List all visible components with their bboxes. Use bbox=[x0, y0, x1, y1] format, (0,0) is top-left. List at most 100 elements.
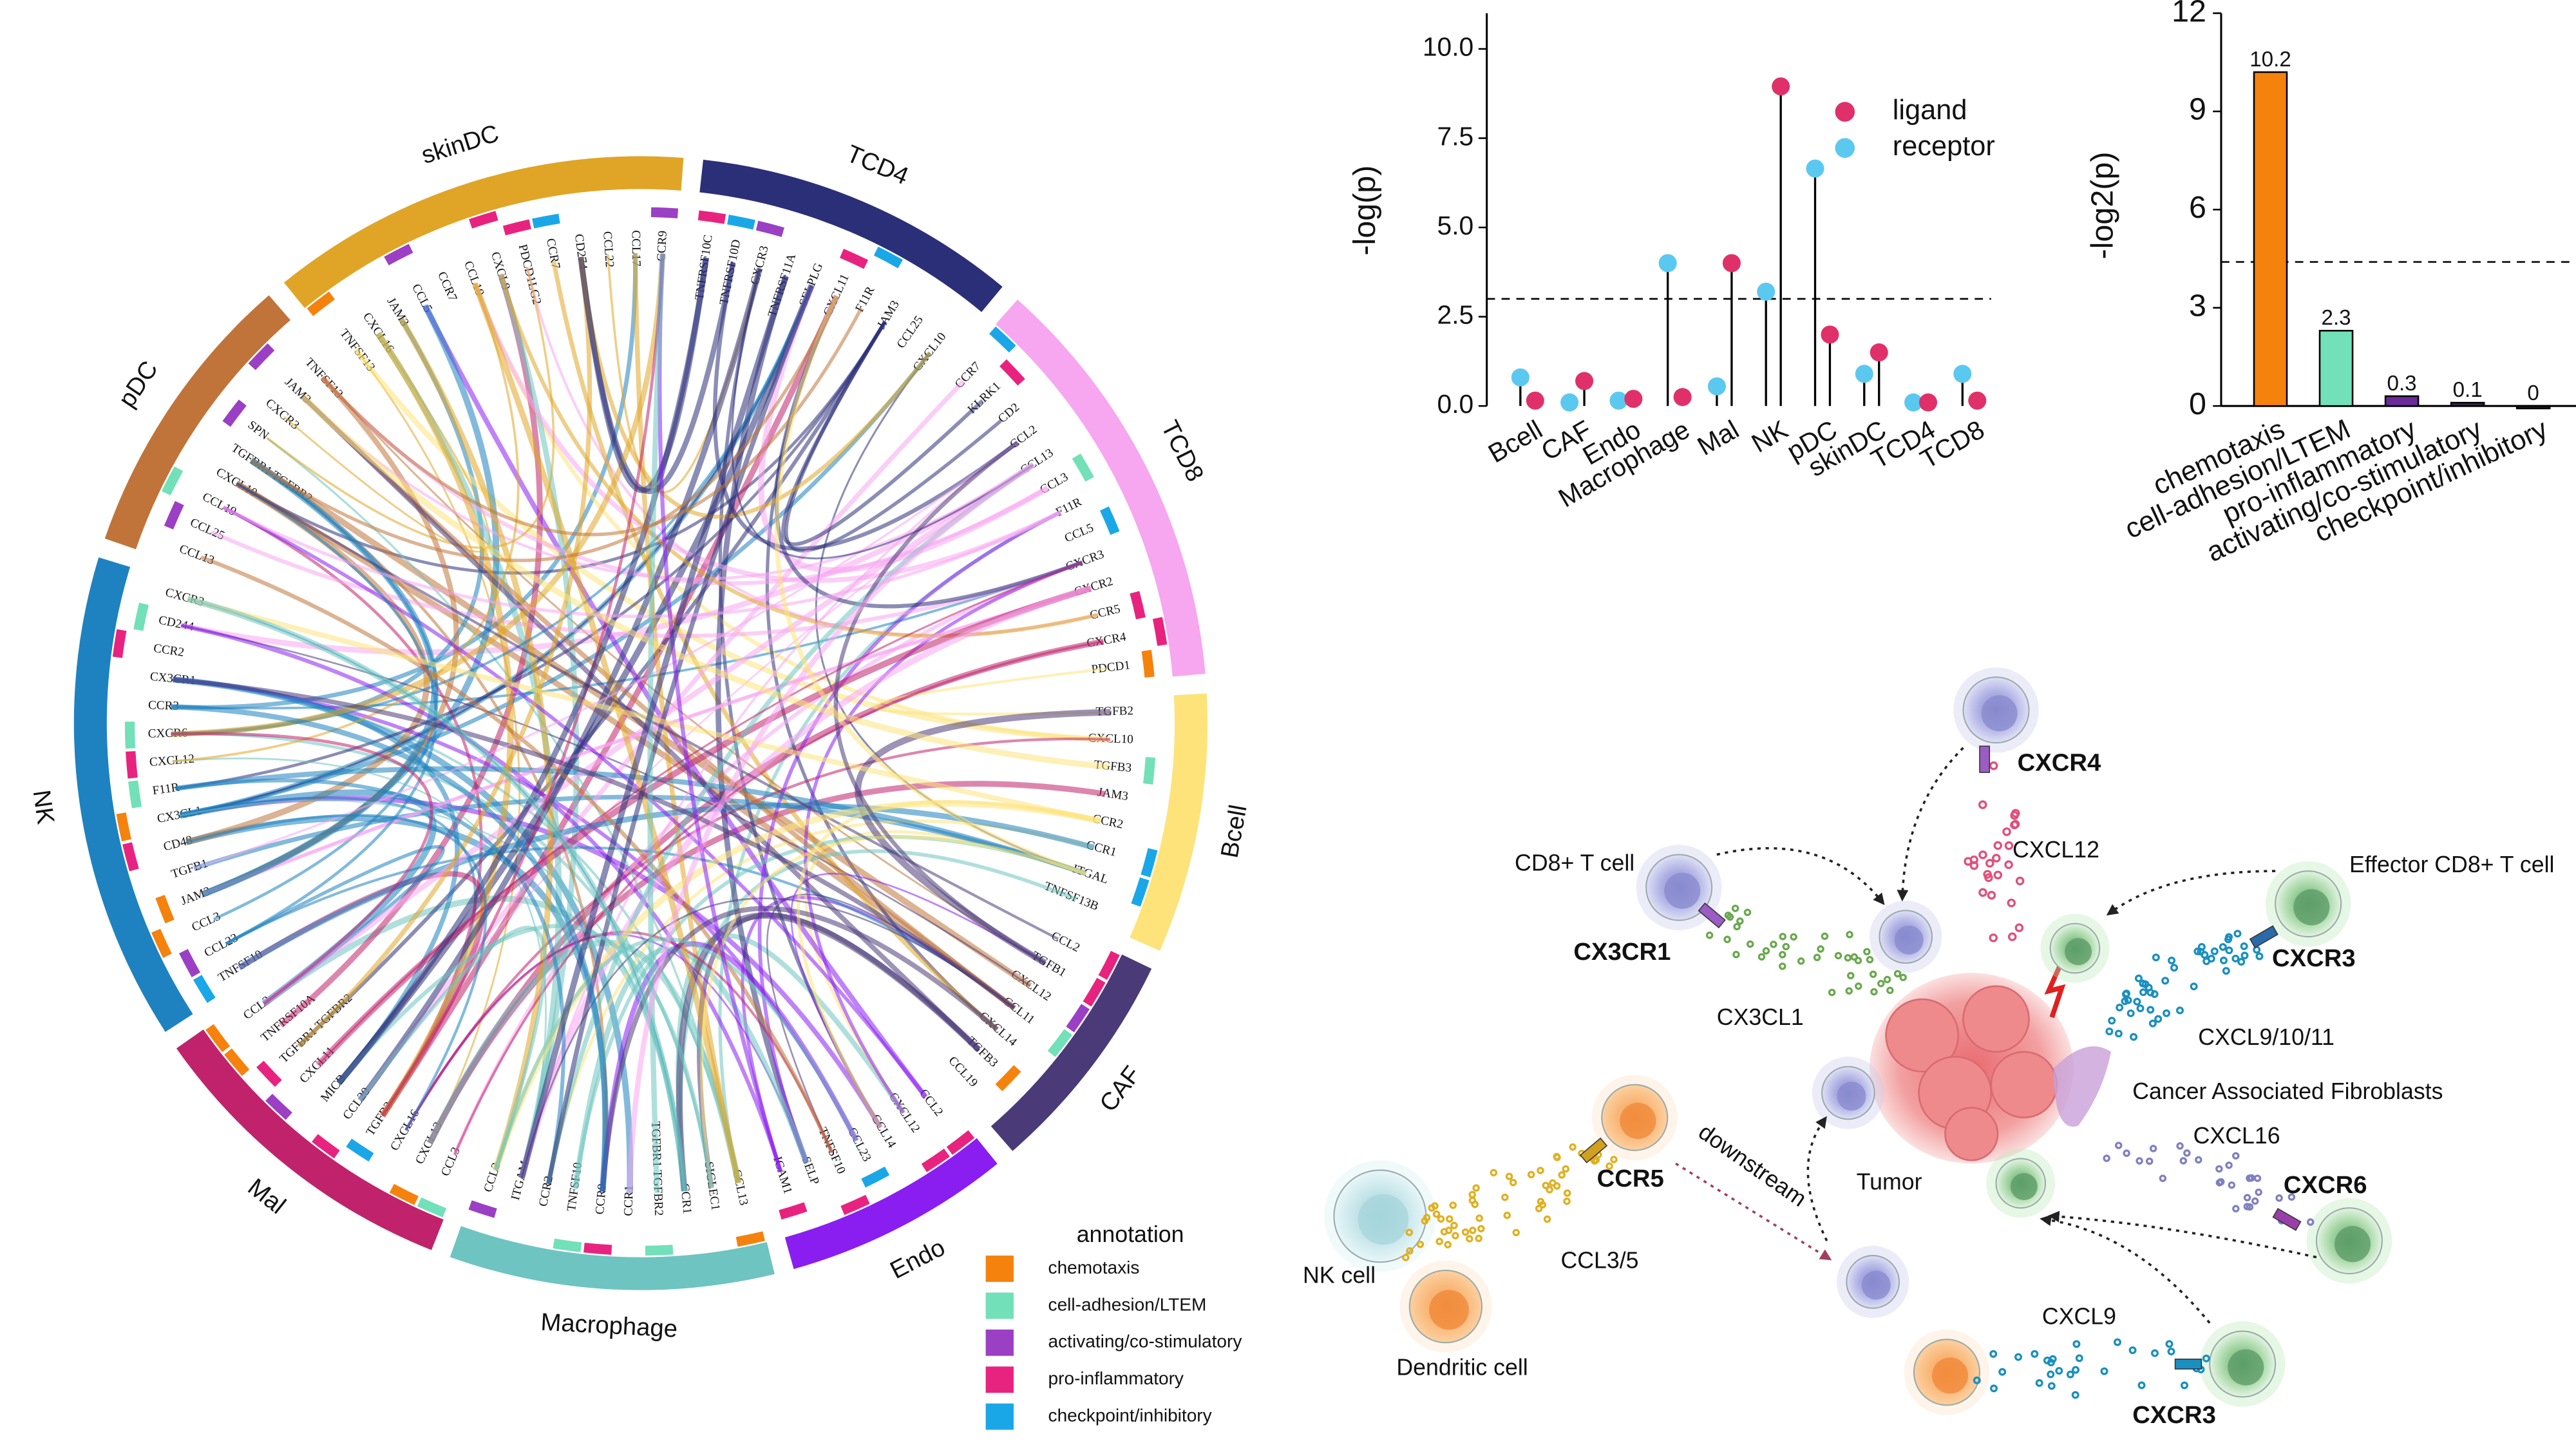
annotation-track bbox=[873, 246, 903, 269]
gene-label: ITGAM bbox=[509, 1159, 532, 1201]
lollipop-head bbox=[1968, 391, 1987, 410]
ligand-dot bbox=[2168, 957, 2176, 965]
ligand-dot bbox=[2154, 1015, 2163, 1023]
chord bbox=[173, 677, 1016, 1010]
arrow bbox=[2047, 1210, 2317, 1259]
ligand-dot bbox=[2014, 1353, 2023, 1361]
ligand-dot bbox=[1733, 922, 1741, 931]
nucleus bbox=[2064, 938, 2092, 966]
lollipop-head bbox=[1722, 254, 1741, 272]
y-tick-label: 3 bbox=[2189, 289, 2206, 323]
ligand-dot bbox=[2105, 1027, 2114, 1036]
ligand-dot bbox=[1990, 1384, 1998, 1393]
lollipop-head bbox=[1707, 377, 1726, 396]
gene-label: CCL19 bbox=[200, 490, 239, 519]
annotation-track bbox=[1098, 951, 1120, 980]
ligand-dot bbox=[2136, 1157, 2143, 1165]
y-tick-label: 7.5 bbox=[1437, 121, 1474, 151]
ligand-dot bbox=[2219, 956, 2228, 964]
annotation-track bbox=[469, 211, 498, 229]
gene-label: CXCL9 bbox=[488, 251, 513, 292]
ligand-dot bbox=[1539, 1201, 1546, 1209]
bar bbox=[2384, 395, 2420, 407]
annotation-track bbox=[1066, 1004, 1090, 1033]
ligand-dot bbox=[1402, 1254, 1410, 1261]
ligand-dot bbox=[1440, 1228, 1448, 1236]
chord bbox=[545, 284, 814, 1185]
ligand-dot bbox=[1562, 1165, 1569, 1173]
gene-label: SELPLG bbox=[797, 261, 826, 308]
nucleus bbox=[1358, 1194, 1409, 1245]
receptor bbox=[1579, 1137, 1608, 1163]
bar bbox=[2253, 71, 2288, 407]
ligand-dot bbox=[2113, 1338, 2121, 1346]
legend-label: cell-adhesion/LTEM bbox=[1048, 1294, 1207, 1314]
ligand-dot bbox=[1509, 1178, 1517, 1187]
annotation-track bbox=[697, 210, 726, 224]
ligand-dot bbox=[1993, 870, 2003, 880]
annotation-track bbox=[755, 220, 784, 237]
annotation-track bbox=[1141, 649, 1155, 678]
gene-label: CXCR3 bbox=[164, 586, 205, 609]
y-axis-title: -log(p) bbox=[1347, 166, 1382, 256]
ligand-dot bbox=[1449, 1201, 1457, 1209]
gene-label: CCR2 bbox=[536, 1175, 556, 1208]
nucleus bbox=[2293, 889, 2330, 926]
annotation-track bbox=[193, 975, 216, 1003]
ligand-dot bbox=[1535, 1205, 1543, 1212]
annotation-track bbox=[532, 213, 560, 229]
sector-label: Macrophage bbox=[540, 1308, 679, 1343]
gene-label: CD244 bbox=[157, 613, 195, 634]
gene-label: CXCL10 bbox=[1088, 731, 1133, 746]
gene-label: CCR2 bbox=[153, 642, 185, 660]
chord bbox=[225, 482, 438, 946]
ligand-dot bbox=[1501, 1193, 1509, 1201]
ligand-dot bbox=[1546, 1186, 1553, 1194]
sector-label: CAF bbox=[1094, 1061, 1146, 1117]
ligand-dot bbox=[2231, 954, 2240, 962]
lollipop-head bbox=[1953, 365, 1972, 383]
arrow bbox=[1806, 1116, 1828, 1241]
gene-label: CCL2 bbox=[1049, 929, 1082, 955]
ligand-dot bbox=[2002, 827, 2011, 836]
ligand-dot bbox=[1542, 1181, 1550, 1189]
ligand-dot bbox=[2128, 1346, 2137, 1354]
illustration-label: CXCL9/10/11 bbox=[2198, 1024, 2334, 1050]
chord bbox=[187, 596, 688, 1192]
ligand-dot bbox=[2035, 1379, 2043, 1387]
chord bbox=[422, 304, 928, 1099]
gene-label: CCL3 bbox=[190, 910, 223, 935]
illustration-label: CD8+ T cell bbox=[1515, 850, 1634, 875]
annotation-track bbox=[1099, 506, 1120, 535]
ligand-dot bbox=[2148, 1019, 2157, 1027]
arrow bbox=[1716, 847, 1885, 905]
bar bbox=[2515, 405, 2551, 410]
ligand-dot bbox=[1743, 908, 1752, 917]
annotation-track bbox=[1072, 454, 1094, 482]
annotation-track bbox=[840, 249, 869, 269]
lollipop-head bbox=[1821, 325, 1839, 344]
sector-arc bbox=[73, 557, 193, 1032]
value-label: 0.1 bbox=[2453, 378, 2483, 402]
ligand-dot bbox=[2011, 819, 2020, 829]
ligand-dot bbox=[2175, 1006, 2184, 1015]
chord bbox=[472, 282, 742, 1184]
chord bbox=[804, 560, 1083, 1114]
ligand-dot bbox=[2130, 1033, 2138, 1041]
ligand-dot bbox=[1468, 1190, 1476, 1199]
annotation-track bbox=[179, 949, 201, 977]
legend-title: annotation bbox=[1077, 1221, 1184, 1247]
chord bbox=[317, 561, 1083, 1066]
ligand-dot bbox=[1870, 988, 1878, 996]
ligand-dot bbox=[2202, 1354, 2210, 1362]
chord bbox=[222, 506, 1061, 618]
illustration-label: CX3CL1 bbox=[1717, 1004, 1804, 1030]
lollipop-head bbox=[1870, 343, 1888, 362]
ligand-dot bbox=[1475, 1234, 1482, 1243]
ligand-dot bbox=[1790, 933, 1797, 941]
ligand-dot bbox=[1978, 800, 1987, 809]
nucleus bbox=[2228, 1349, 2264, 1386]
ligand-dot bbox=[1563, 1197, 1571, 1205]
ligand-dot bbox=[1505, 1172, 1513, 1180]
ligand-dot bbox=[1850, 953, 1859, 961]
